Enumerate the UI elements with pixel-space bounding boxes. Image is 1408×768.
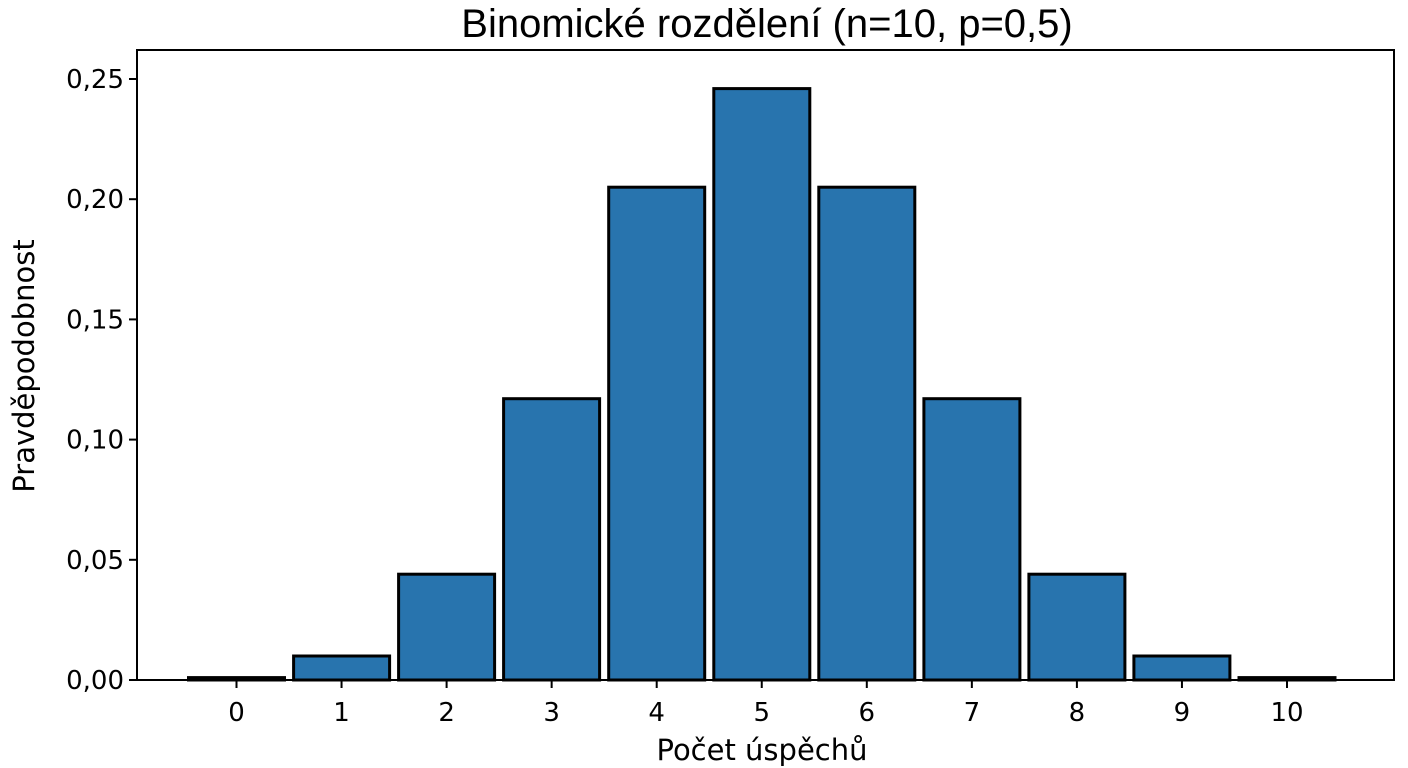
plot-frame <box>136 49 1395 681</box>
y-tick-label: 0,20 <box>66 185 124 215</box>
y-tick-label: 0,15 <box>66 305 124 335</box>
x-axis: 0 1 2 3 4 5 6 7 8 9 10 <box>228 680 1304 728</box>
bars <box>187 87 1337 682</box>
x-tick-label: 1 <box>333 698 350 728</box>
bar-8 <box>1027 572 1127 682</box>
x-tick-label: 9 <box>1174 698 1191 728</box>
bar-7 <box>922 397 1022 682</box>
bar-5 <box>712 87 812 682</box>
x-tick-label: 4 <box>648 698 665 728</box>
y-axis-label: Pravděpodobnost <box>7 239 41 492</box>
x-tick-label: 2 <box>438 698 455 728</box>
y-tick-label: 0,05 <box>66 546 124 576</box>
y-tick-label: 0,25 <box>66 65 124 95</box>
bar-1 <box>292 654 392 682</box>
chart-title: Binomické rozdělení (n=10, p=0,5) <box>461 2 1072 46</box>
y-tick-label: 0,00 <box>66 666 124 696</box>
x-tick-label: 7 <box>964 698 981 728</box>
bar-9 <box>1132 654 1232 682</box>
y-axis: 0,00 0,05 0,10 0,15 0,20 0,25 <box>66 65 137 696</box>
bar-4 <box>607 185 707 682</box>
x-tick-label: 8 <box>1069 698 1086 728</box>
x-axis-label: Počet úspěchů <box>656 733 867 767</box>
x-tick-label: 5 <box>753 698 770 728</box>
x-tick-label: 3 <box>543 698 560 728</box>
bar-3 <box>502 397 602 682</box>
x-tick-label: 10 <box>1270 698 1303 728</box>
x-tick-label: 6 <box>859 698 876 728</box>
bar-6 <box>817 185 917 682</box>
x-tick-label: 0 <box>228 698 245 728</box>
y-tick-label: 0,10 <box>66 426 124 456</box>
bar-2 <box>397 572 497 682</box>
